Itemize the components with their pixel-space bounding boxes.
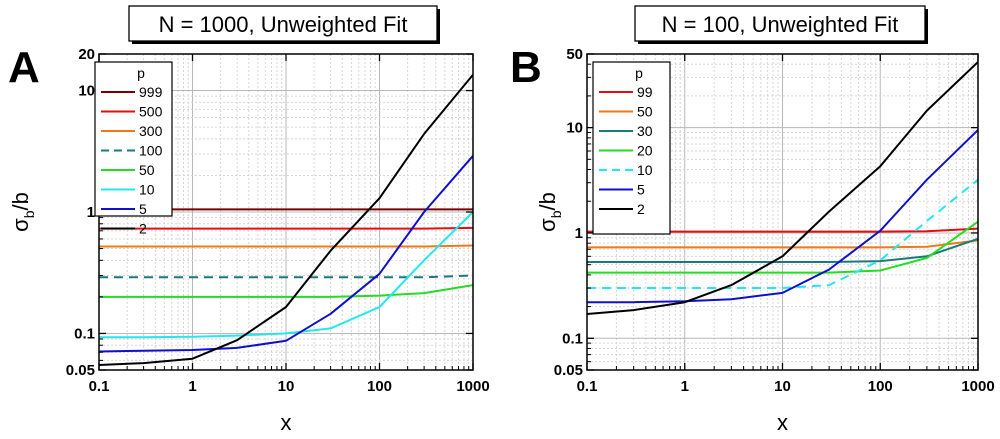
legend-entry-p100: 100 bbox=[139, 143, 163, 159]
title-frame bbox=[634, 5, 926, 42]
x-axis-label: x bbox=[281, 410, 292, 435]
x-tick-label: 1 bbox=[188, 378, 196, 395]
legend-entry-p2: 2 bbox=[139, 221, 147, 237]
legend-entry-p2: 2 bbox=[637, 201, 645, 217]
y-axis-label-tail: /b bbox=[8, 192, 33, 210]
legend-title: p bbox=[635, 65, 643, 81]
y-axis-label-subscript: b bbox=[21, 210, 37, 218]
legend-entry-p10: 10 bbox=[637, 162, 653, 178]
legend-title: p bbox=[137, 65, 145, 81]
legend-entry-p99: 99 bbox=[637, 84, 653, 100]
title-box: N = 1000, Unweighted Fit bbox=[128, 5, 440, 44]
series-line-p10 bbox=[587, 178, 978, 289]
series-line-p500 bbox=[99, 226, 473, 230]
x-tick-label: 0.1 bbox=[577, 378, 598, 395]
x-tick-label: 100 bbox=[367, 378, 392, 395]
legend-entry-p10: 10 bbox=[139, 182, 155, 198]
y-tick-label: 0.05 bbox=[554, 362, 583, 379]
x-tick-label: 1000 bbox=[456, 378, 489, 395]
legend-entry-p50: 50 bbox=[139, 162, 155, 178]
legend-entry-p5: 5 bbox=[139, 201, 147, 217]
x-axis-label: x bbox=[777, 410, 788, 435]
series-line-p5 bbox=[99, 155, 473, 353]
series-line-p2 bbox=[99, 74, 473, 366]
legend-entry-p20: 20 bbox=[637, 143, 653, 159]
y-tick-label: 1 bbox=[575, 225, 583, 242]
panel-label: B bbox=[510, 43, 542, 92]
y-axis-label-symbol: σ bbox=[535, 218, 560, 232]
y-tick-label: 1 bbox=[87, 204, 95, 221]
legend-entry-p50: 50 bbox=[637, 104, 653, 120]
y-tick-label: 0.1 bbox=[562, 330, 583, 347]
y-tick-label: 10 bbox=[78, 83, 95, 100]
legend-entry-p300: 300 bbox=[139, 123, 163, 139]
legend-entry-p500: 500 bbox=[139, 104, 163, 120]
y-axis-label-symbol: σ bbox=[8, 218, 33, 232]
legend-frame bbox=[592, 61, 671, 235]
y-axis-label: σb/b bbox=[535, 192, 564, 232]
legend: p 99 50 30 20 10 5 2 bbox=[592, 61, 671, 235]
series-line-p50 bbox=[587, 239, 978, 249]
x-tick-label: 1 bbox=[681, 378, 689, 395]
series-line-p5 bbox=[587, 129, 978, 304]
legend-entry-p5: 5 bbox=[637, 182, 645, 198]
legend-entry-p30: 30 bbox=[637, 123, 653, 139]
x-tick-label: 100 bbox=[868, 378, 893, 395]
grid bbox=[98, 53, 473, 371]
y-tick-label: 0.1 bbox=[74, 325, 95, 342]
y-axis-label-subscript: b bbox=[548, 210, 564, 218]
y-tick-label: 0.05 bbox=[66, 362, 95, 379]
series-line-p10 bbox=[99, 211, 473, 339]
y-axis-label: σb/b bbox=[8, 192, 37, 232]
x-tick-label: 1000 bbox=[961, 378, 994, 395]
series-lines bbox=[587, 61, 978, 315]
y-tick-label: 10 bbox=[566, 120, 583, 137]
series-line-p300 bbox=[99, 244, 473, 248]
series-line-p20 bbox=[587, 220, 978, 274]
x-tick-label: 10 bbox=[774, 378, 791, 395]
series-line-p100 bbox=[99, 274, 473, 279]
title-frame bbox=[128, 5, 438, 42]
legend-entry-p999: 999 bbox=[139, 84, 163, 100]
y-tick-label: 20 bbox=[78, 46, 95, 63]
series-line-p50 bbox=[99, 284, 473, 298]
title-box: N = 100, Unweighted Fit bbox=[634, 5, 928, 44]
panel-label: A bbox=[8, 43, 40, 92]
chart-title: N = 100, Unweighted Fit bbox=[662, 12, 899, 37]
x-tick-label: 10 bbox=[278, 378, 295, 395]
chart-title: N = 1000, Unweighted Fit bbox=[159, 12, 408, 37]
series-line-p2 bbox=[587, 61, 978, 315]
legend: p 999 500 300 100 50 10 5 2 bbox=[94, 61, 173, 237]
y-tick-label: 50 bbox=[566, 46, 583, 63]
series-lines bbox=[99, 74, 473, 366]
y-axis-label-tail: /b bbox=[535, 192, 560, 210]
x-tick-label: 0.1 bbox=[89, 378, 110, 395]
series-line-p30 bbox=[587, 237, 978, 263]
